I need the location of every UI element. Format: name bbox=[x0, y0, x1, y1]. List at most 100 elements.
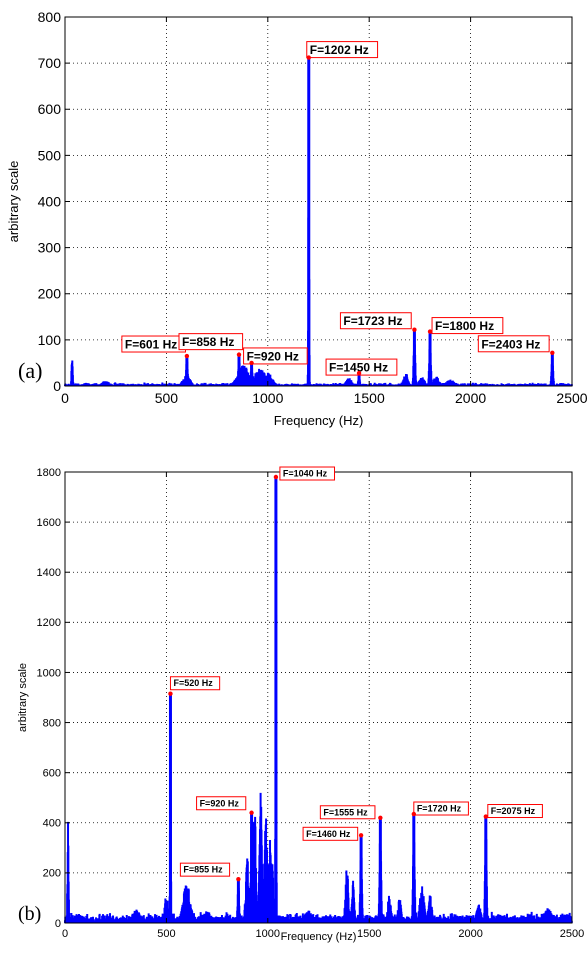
y-tick-label: 0 bbox=[55, 918, 61, 930]
peak-annotation: F=1450 Hz bbox=[325, 358, 398, 376]
x-tick-label: 2500 bbox=[556, 390, 587, 406]
peak-label: F=920 Hz bbox=[200, 798, 240, 808]
peak-annotation: F=920 Hz bbox=[243, 347, 308, 366]
peak-label-box bbox=[179, 862, 231, 877]
x-tick-label: 1000 bbox=[256, 928, 280, 940]
peak-annotation: F=520 Hz bbox=[168, 676, 221, 696]
y-tick-label: 800 bbox=[38, 9, 62, 25]
y-tick-label: 300 bbox=[38, 240, 62, 256]
y-tick-label: 100 bbox=[38, 332, 62, 348]
y-tick-label: 1000 bbox=[37, 667, 61, 679]
y-tick-label: 500 bbox=[38, 147, 62, 163]
peak-annotation: F=1720 Hz bbox=[411, 801, 469, 817]
spectrum-line bbox=[64, 552, 573, 923]
peak-label-box bbox=[196, 796, 247, 811]
peak-label: F=520 Hz bbox=[173, 678, 213, 688]
y-tick-label: 600 bbox=[43, 768, 61, 780]
peak-label: F=601 Hz bbox=[125, 338, 177, 352]
x-tick-label: 0 bbox=[62, 928, 68, 940]
peak-marker bbox=[306, 55, 311, 60]
panel-label: (a) bbox=[18, 358, 42, 383]
y-axis-label: arbitrary scale bbox=[6, 161, 21, 243]
peak-annotation: F=920 Hz bbox=[196, 796, 254, 815]
peak-marker bbox=[411, 811, 417, 817]
peak-label: F=1202 Hz bbox=[310, 43, 369, 57]
x-tick-label: 1000 bbox=[252, 390, 283, 406]
y-tick-label: 600 bbox=[38, 101, 62, 117]
peak-annotation: F=1460 Hz bbox=[302, 826, 364, 841]
panel-label: (b) bbox=[18, 903, 41, 925]
peak-label-box bbox=[431, 317, 504, 335]
x-axis-label: Frequency (Hz) bbox=[281, 931, 357, 943]
peak-annotation: F=2075 Hz bbox=[483, 804, 543, 819]
y-tick-label: 200 bbox=[38, 286, 62, 302]
peak-label: F=2075 Hz bbox=[491, 806, 536, 816]
y-tick-label: 0 bbox=[53, 378, 61, 394]
y-tick-label: 1600 bbox=[37, 517, 61, 529]
x-tick-label: 2000 bbox=[458, 928, 482, 940]
axes-frame bbox=[64, 471, 573, 924]
peak-label: F=1460 Hz bbox=[306, 829, 351, 839]
peak-label-box bbox=[243, 347, 308, 365]
peak-label: F=855 Hz bbox=[183, 865, 223, 875]
panel-a: 0 500 1000 1500 2000 2500 0 100 200 300 400 500 600 7… bbox=[6, 9, 587, 428]
peak-label-box bbox=[413, 801, 469, 816]
y-tick-label: 1400 bbox=[37, 567, 61, 579]
peak-marker bbox=[427, 329, 433, 334]
peak-marker bbox=[184, 353, 190, 359]
x-axis-label: Frequency (Hz) bbox=[274, 413, 364, 428]
y-axis-label: arbitrary scale bbox=[17, 663, 29, 732]
peak-label: F=1720 Hz bbox=[417, 804, 462, 814]
x-tick-label: 500 bbox=[157, 928, 175, 940]
peak-label-box bbox=[339, 312, 412, 330]
peak-marker bbox=[412, 327, 417, 332]
y-tick-label: 400 bbox=[38, 193, 62, 209]
peak-annotation: F=1723 Hz bbox=[339, 312, 417, 332]
peak-label-box bbox=[319, 805, 376, 820]
x-tick-label: 2500 bbox=[560, 928, 584, 940]
peak-annotation: F=855 Hz bbox=[179, 862, 241, 882]
y-tick-label: 1800 bbox=[37, 467, 61, 479]
peak-label: F=1800 Hz bbox=[435, 319, 494, 333]
y-tick-label: 800 bbox=[43, 717, 61, 729]
peak-marker bbox=[358, 833, 364, 838]
peak-marker bbox=[236, 876, 241, 882]
peak-marker bbox=[550, 350, 555, 355]
y-tick-label: 700 bbox=[38, 55, 62, 71]
peak-label: F=1450 Hz bbox=[329, 361, 388, 375]
peak-marker bbox=[273, 474, 279, 480]
x-tick-label: 0 bbox=[61, 390, 69, 406]
peak-marker bbox=[236, 352, 242, 357]
peak-marker bbox=[249, 810, 254, 815]
peak-annotation: F=601 Hz bbox=[121, 335, 190, 359]
peak-label-box bbox=[169, 676, 221, 691]
y-tick-label: 400 bbox=[43, 818, 61, 830]
x-tick-label: 2000 bbox=[455, 390, 486, 406]
peak-label: F=1555 Hz bbox=[323, 807, 368, 817]
peak-annotation: F=1800 Hz bbox=[427, 317, 504, 335]
peak-label: F=920 Hz bbox=[247, 349, 299, 363]
peak-label-box bbox=[487, 804, 543, 819]
peak-marker bbox=[378, 815, 383, 820]
peak-marker bbox=[483, 814, 489, 819]
peak-annotation: F=1202 Hz bbox=[306, 41, 379, 60]
y-tick-label: 200 bbox=[43, 868, 61, 880]
x-tick-label: 1500 bbox=[357, 928, 381, 940]
peak-annotation: F=1555 Hz bbox=[319, 805, 383, 820]
peak-label-box bbox=[306, 41, 379, 59]
peak-label-box bbox=[477, 335, 550, 353]
peak-label-box bbox=[325, 358, 398, 376]
peak-label-box bbox=[279, 466, 336, 481]
peak-label-box bbox=[178, 333, 244, 351]
peak-annotation: F=1040 Hz bbox=[273, 466, 336, 481]
y-tick-label: 1200 bbox=[37, 617, 61, 629]
peak-marker bbox=[249, 360, 254, 366]
panel-b: 0 500 1000 1500 2000 2500 0 200 400 600 800 1000 120… bbox=[17, 466, 584, 943]
peak-label-box bbox=[302, 826, 359, 841]
x-tick-label: 500 bbox=[155, 390, 179, 406]
peak-annotation: F=858 Hz bbox=[178, 333, 244, 357]
x-tick-label: 1500 bbox=[354, 390, 385, 406]
peak-label: F=858 Hz bbox=[182, 335, 234, 349]
peak-annotation: F=2403 Hz bbox=[477, 335, 555, 355]
